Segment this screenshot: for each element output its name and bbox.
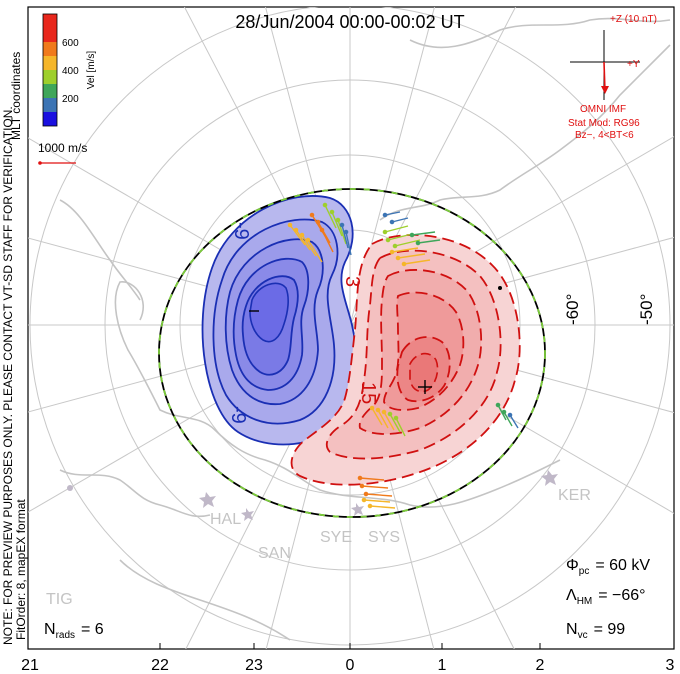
coords-label: MLT coordinates (9, 52, 23, 140)
lat-label-50: -50° (637, 294, 656, 325)
station-ker-marker (541, 470, 558, 486)
lat-ref-dot (498, 286, 502, 290)
velocity-colorbar: 600 400 200 Vel [m/s] (42, 13, 97, 127)
mlt-tick-3: 3 (666, 657, 675, 674)
ref-vector-label: 1000 m/s (38, 141, 87, 155)
lat-label-60: -60° (563, 294, 582, 325)
imf-bz-cond: Bz−, 4<BT<6 (575, 130, 634, 141)
map-title: 28/Jun/2004 00:00-00:02 UT (235, 12, 464, 32)
stats-panel: Φpc = 60 kV ΛHM = −66° Nvc = 99 (566, 557, 650, 641)
mlt-tick-0: 0 (346, 657, 355, 674)
mlt-tick-2: 2 (536, 657, 545, 674)
nvc-stat: Nvc = 99 (566, 621, 625, 641)
colorbar-tick-600: 600 (62, 38, 79, 49)
contour-label-pos-15: 15 (357, 382, 379, 404)
colorbar-tick-200: 200 (62, 94, 79, 105)
imf-z-label: +Z (10 nT) (610, 14, 657, 25)
reference-vector: 1000 m/s (38, 141, 87, 165)
station-label-san: SAN (258, 545, 291, 562)
coastline (59, 17, 671, 641)
mlt-tick-23: 23 (245, 657, 263, 674)
negative-cell (201, 195, 358, 446)
contour-label-neg-bottom: -9 (227, 406, 249, 424)
mlt-axis: 21 22 23 0 1 2 3 (21, 657, 674, 674)
station-sye-marker (351, 503, 364, 516)
station-tig-marker (67, 485, 73, 491)
fit-order: FitOrder: 8, mapEX format (14, 499, 28, 640)
contour-label-neg-top: -9 (230, 222, 252, 240)
colorbar-tick-400: 400 (62, 66, 79, 77)
lambda-hm-stat: ΛHM = −66° (566, 587, 646, 607)
station-label-sye: SYE (320, 529, 352, 546)
preview-note: NOTE: FOR PREVIEW PURPOSES ONLY. PLEASE … (1, 106, 15, 645)
velocity-vectors (287, 202, 519, 509)
mlt-tick-1: 1 (438, 657, 447, 674)
nrads-stat: Nrads = 6 (44, 621, 104, 641)
station-hal-marker (199, 492, 216, 508)
hm-boundary (158, 188, 546, 518)
station-label-sys: SYS (368, 529, 400, 546)
radar-stations (67, 470, 558, 521)
imf-stat-mod: Stat Mod: RG96 (568, 118, 640, 129)
imf-panel: +Z (10 nT) +Y OMNI IMF Stat Mod: RG96 Bz… (568, 14, 657, 141)
station-san-marker (241, 508, 254, 521)
phi-pc-stat: Φpc = 60 kV (566, 557, 650, 577)
mlt-tick-21: 21 (21, 657, 39, 674)
imf-source: OMNI IMF (580, 104, 626, 115)
station-label-hal: HAL (210, 511, 241, 528)
mlt-axis-ticks (159, 643, 541, 649)
contour-label-pos-3: 3 (341, 276, 363, 287)
station-label-ker: KER (558, 487, 591, 504)
imf-y-label: +Y (627, 59, 640, 70)
colorbar-label: Vel [m/s] (86, 51, 97, 90)
svg-text:Nrads= 6: Nrads = 6 (44, 621, 104, 641)
station-label-tig: TIG (46, 591, 73, 608)
mlt-tick-22: 22 (151, 657, 169, 674)
